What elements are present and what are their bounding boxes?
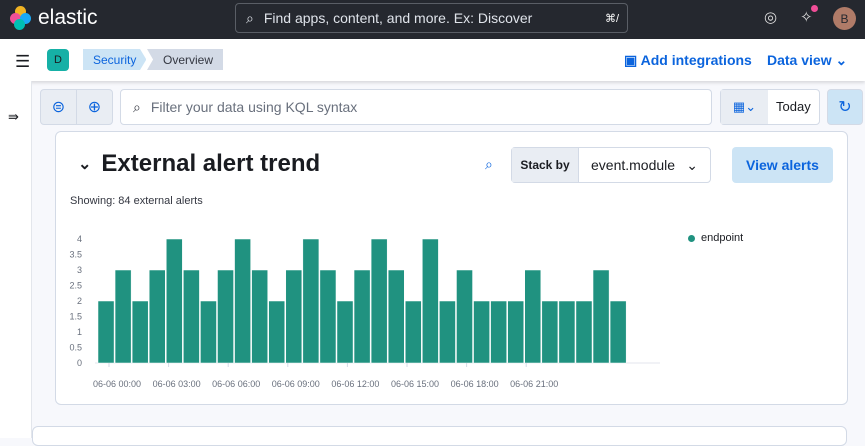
- showing-count: Showing: 84 external alerts: [70, 195, 203, 207]
- expand-icon[interactable]: ⇛: [8, 109, 19, 124]
- y-tick-label: 1: [77, 327, 82, 337]
- add-integrations-link[interactable]: ▣ Add integrations: [624, 52, 752, 69]
- inspect-icon[interactable]: ⌕: [485, 156, 493, 172]
- bar: [575, 300, 593, 364]
- panel-title-text: External alert trend: [101, 150, 321, 177]
- y-tick-label: 3.5: [69, 250, 82, 260]
- bar: [285, 269, 303, 364]
- next-panel: [32, 426, 847, 446]
- bar: [251, 269, 268, 364]
- top-header: elastic ⌕ Find apps, content, and more. E…: [0, 0, 865, 39]
- x-tick-label: 06-06 09:00: [272, 379, 320, 389]
- kql-placeholder: Filter your data using KQL syntax: [150, 99, 358, 115]
- bar: [558, 300, 576, 364]
- stack-by-select[interactable]: Stack by event.module ⌄: [511, 147, 711, 183]
- y-tick-label: 0.5: [69, 343, 82, 353]
- kql-search-input[interactable]: ⌕ Filter your data using KQL syntax: [120, 89, 712, 125]
- filter-icon: ⊜: [51, 99, 66, 116]
- elastic-logo-icon: [10, 6, 32, 30]
- panel-title: ⌄ External alert trend: [78, 150, 320, 178]
- x-tick-label: 06-06 03:00: [153, 379, 201, 389]
- bar: [473, 300, 490, 364]
- bar: [353, 269, 371, 364]
- bar: [114, 269, 132, 364]
- bar: [422, 238, 439, 364]
- bar: [456, 269, 473, 364]
- bar: [217, 269, 234, 364]
- bar: [200, 300, 217, 364]
- bar: [439, 300, 456, 364]
- date-value: Today: [776, 99, 811, 114]
- y-tick-label: 2.5: [69, 281, 82, 291]
- x-tick-label: 06-06 18:00: [451, 379, 499, 389]
- nav-bar: ☰ D Security Overview ▣ Add integrations…: [0, 39, 865, 81]
- data-view-label: Data view: [767, 52, 832, 68]
- bar: [131, 300, 149, 364]
- stack-by-label: Stack by: [512, 148, 579, 182]
- legend-label: endpoint: [701, 232, 744, 244]
- view-alerts-button[interactable]: View alerts: [732, 147, 833, 183]
- calendar-icon[interactable]: ▦⌄: [721, 90, 768, 124]
- side-panel: ⇛: [0, 81, 32, 438]
- bar: [592, 269, 610, 364]
- bar: [183, 269, 200, 364]
- global-search-input[interactable]: ⌕ Find apps, content, and more. Ex: Disco…: [235, 3, 628, 33]
- x-tick-label: 06-06 06:00: [212, 379, 260, 389]
- search-placeholder: Find apps, content, and more. Ex: Discov…: [263, 10, 533, 26]
- date-picker[interactable]: ▦⌄ Today: [720, 89, 820, 125]
- bar: [405, 300, 422, 364]
- add-integrations-label: Add integrations: [640, 52, 752, 68]
- shortcut-hint: ⌘/: [604, 12, 619, 25]
- space-avatar[interactable]: D: [47, 49, 69, 71]
- bar: [370, 238, 388, 364]
- data-view-menu[interactable]: Data view ⌄: [767, 52, 847, 69]
- bar: [490, 300, 507, 364]
- bar: [166, 238, 183, 364]
- y-tick-label: 1.5: [69, 312, 82, 322]
- y-tick-label: 0: [77, 358, 82, 368]
- help-icon[interactable]: ◎: [764, 9, 778, 26]
- filter-menu-button[interactable]: ⊜: [40, 89, 77, 125]
- legend-dot: [688, 234, 695, 242]
- y-tick-label: 4: [77, 234, 82, 244]
- search-icon: ⌕: [133, 98, 141, 115]
- bar: [319, 269, 337, 364]
- x-tick-label: 06-06 00:00: [93, 379, 141, 389]
- menu-icon[interactable]: ☰: [15, 52, 31, 71]
- stack-by-value: event.module: [591, 157, 676, 173]
- plus-circle-icon: ⊕: [87, 99, 102, 116]
- refresh-icon: ↻: [838, 99, 852, 116]
- x-tick-label: 06-06 15:00: [391, 379, 439, 389]
- bar: [336, 300, 354, 364]
- bar: [302, 238, 320, 364]
- add-filter-button[interactable]: ⊕: [76, 89, 113, 125]
- collapse-chevron-icon[interactable]: ⌄: [78, 156, 92, 173]
- integrations-icon: ▣: [624, 52, 641, 68]
- elastic-logo[interactable]: elastic: [10, 6, 98, 30]
- chevron-down-icon: ⌄: [835, 52, 848, 68]
- legend-item-endpoint[interactable]: endpoint: [688, 232, 743, 244]
- bar: [97, 300, 115, 364]
- bar: [524, 269, 542, 364]
- bar: [148, 269, 166, 364]
- chevron-down-icon: ⌄: [686, 156, 698, 173]
- brand-name: elastic: [38, 6, 98, 29]
- x-tick-label: 06-06 21:00: [510, 379, 558, 389]
- search-icon: ⌕: [246, 9, 254, 26]
- user-avatar[interactable]: B: [833, 7, 856, 30]
- bar: [268, 300, 286, 364]
- y-tick-label: 2: [77, 296, 82, 306]
- bar: [507, 300, 524, 364]
- x-tick-label: 06-06 12:00: [331, 379, 379, 389]
- refresh-button[interactable]: ↻: [827, 89, 863, 125]
- bar: [609, 300, 627, 364]
- bar: [387, 269, 405, 364]
- bar: [234, 238, 251, 364]
- breadcrumb-security[interactable]: Security: [83, 49, 147, 70]
- breadcrumb-overview: Overview: [147, 49, 224, 70]
- news-icon[interactable]: ✧: [800, 5, 818, 26]
- bar: [541, 300, 559, 364]
- y-tick-label: 3: [77, 265, 82, 275]
